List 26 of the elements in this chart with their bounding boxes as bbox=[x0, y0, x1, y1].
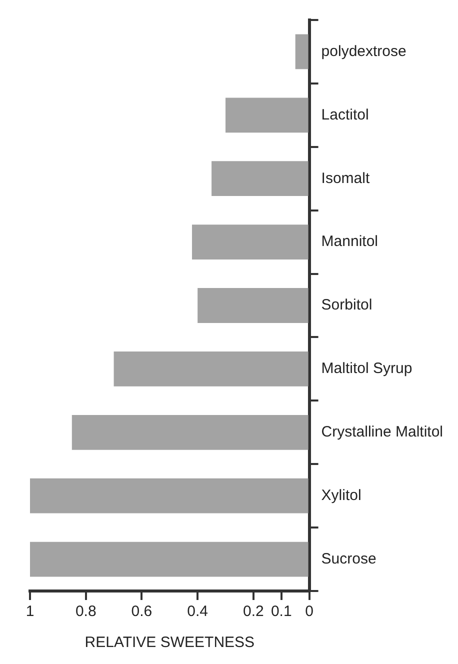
bar bbox=[30, 542, 308, 577]
y-tick-label: Sorbitol bbox=[321, 296, 372, 314]
bar bbox=[295, 34, 308, 70]
y-tick-label: Lactitol bbox=[321, 106, 369, 124]
bar bbox=[114, 351, 308, 386]
y-tick-label: Xylitol bbox=[321, 486, 362, 504]
x-tick-label: 0 bbox=[305, 603, 314, 620]
x-tick-label: 0.4 bbox=[187, 603, 208, 620]
x-tick-label: 0.1 bbox=[270, 603, 292, 620]
y-tick-label: Mannitol bbox=[321, 233, 378, 250]
bar bbox=[30, 478, 308, 514]
x-tick-label: 1 bbox=[26, 603, 34, 620]
x-tick-label: 0.2 bbox=[243, 603, 264, 620]
bar bbox=[226, 98, 308, 133]
bar bbox=[72, 414, 308, 450]
bar bbox=[212, 161, 308, 196]
x-axis-title: RELATIVE SWEETNESS bbox=[84, 634, 255, 652]
x-tick-label: 0.8 bbox=[75, 603, 96, 620]
y-tick-label: Crystalline Maltitol bbox=[321, 424, 444, 441]
bar bbox=[192, 224, 308, 260]
y-tick-label: Isomalt bbox=[321, 170, 370, 187]
y-tick-label: polydextrose bbox=[321, 42, 406, 60]
x-tick-label: 0.6 bbox=[131, 603, 152, 620]
bar bbox=[198, 288, 308, 323]
y-tick-label: Maltitol Syrup bbox=[321, 360, 412, 378]
y-tick-label: Sucrose bbox=[321, 550, 376, 568]
